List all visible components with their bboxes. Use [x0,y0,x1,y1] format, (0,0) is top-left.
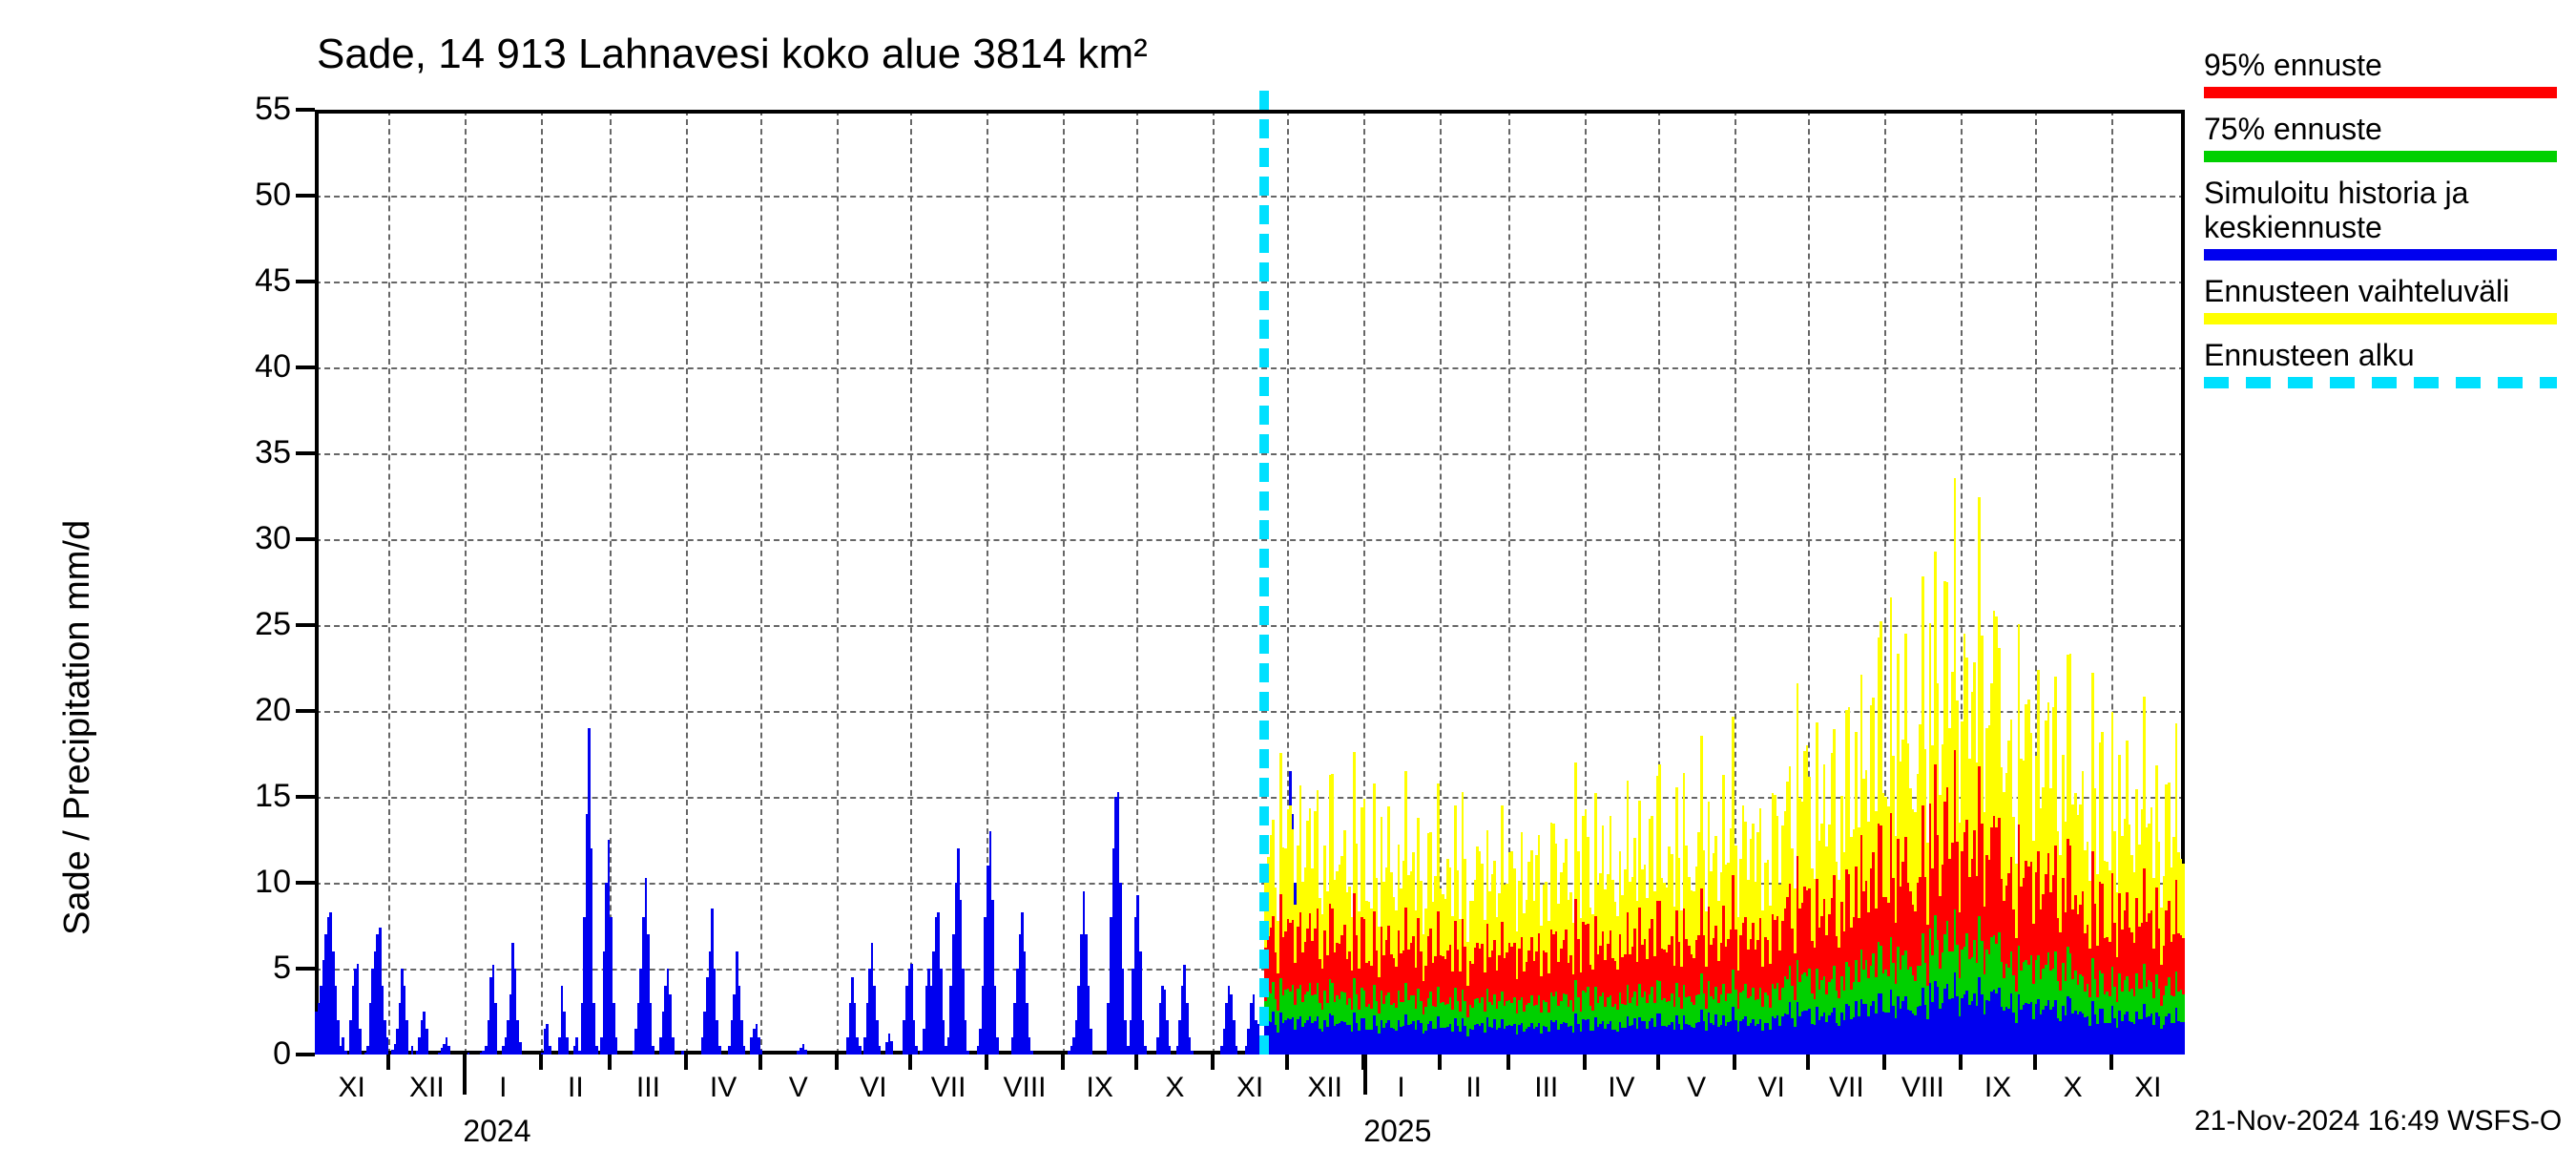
legend-swatch [2204,87,2557,98]
bar-column [743,110,746,1055]
bar-column [804,110,807,1055]
x-tick-label: II [1445,1072,1503,1104]
x-tick-label: IV [1592,1072,1650,1104]
x-tick-label: XII [398,1072,455,1104]
x-tick-label: IX [1969,1072,2026,1104]
chart-title: Sade, 14 913 Lahnavesi koko alue 3814 km… [317,31,1148,78]
bar-column [966,110,969,1055]
bar-column [519,110,522,1055]
bar-column [879,110,882,1055]
legend-entry: Ennusteen vaihteluväli [2204,274,2566,324]
year-label: 2024 [463,1114,530,1149]
legend-label: 75% ennuste [2204,112,2566,147]
y-tick-label: 15 [205,778,291,815]
bar-column [405,110,408,1055]
bar-column [1030,110,1033,1055]
bar-column [566,110,569,1055]
y-tick-label: 5 [205,950,291,987]
y-tick-label: 35 [205,434,291,471]
y-tick-label: 50 [205,177,291,214]
x-tick-label: VI [1743,1072,1800,1104]
bar-column [1191,110,1194,1055]
bar-column [2182,110,2185,1055]
forecast-start-line [1259,91,1269,1055]
y-tick-label: 25 [205,606,291,643]
x-tick-label: V [770,1072,827,1104]
bar-column [915,110,918,1055]
y-axis-label: Sade / Precipitation mm/d [57,520,98,935]
y-tick-label: 0 [205,1035,291,1073]
x-tick-label: X [2045,1072,2102,1104]
bar-column [1090,110,1092,1055]
bar-column [859,110,862,1055]
bar-column [595,110,598,1055]
x-tick-label: XI [2119,1072,2176,1104]
x-tick-label: VI [844,1072,902,1104]
legend-entry: 75% ennuste [2204,112,2566,162]
x-tick-label: VII [920,1072,977,1104]
bar-column [760,110,763,1055]
x-tick-label: IX [1071,1072,1129,1104]
bar-column [672,110,675,1055]
bar-column [615,110,618,1055]
bar-column [1144,110,1147,1055]
legend-swatch [2204,313,2557,324]
bar-column [652,110,654,1055]
x-tick-label: XI [1221,1072,1278,1104]
legend-label: 95% ennuste [2204,48,2566,83]
plot-area: 0510152025303540455055XIXIIIIIIIIIVVVIVI… [315,110,2185,1055]
bar-column [344,110,347,1055]
x-tick-label: I [1373,1072,1430,1104]
bar-column [549,110,551,1055]
x-tick-label: VIII [1894,1072,1951,1104]
legend-entry: Ennusteen alku [2204,338,2566,388]
timestamp-footer: 21-Nov-2024 16:49 WSFS-O [2194,1105,2562,1138]
x-tick-label: IV [695,1072,752,1104]
x-tick-label: III [1518,1072,1575,1104]
bar-column [447,110,450,1055]
x-tick-label: XII [1297,1072,1354,1104]
x-tick-label: VIII [996,1072,1053,1104]
bar-column [359,110,362,1055]
bar-column [996,110,999,1055]
legend-label: Ennusteen alku [2204,338,2566,373]
chart-stage: Sade, 14 913 Lahnavesi koko alue 3814 km… [0,0,2576,1145]
y-tick-label: 55 [205,91,291,128]
legend-entry: Simuloitu historia ja keskiennuste [2204,176,2566,261]
bar-column [718,110,721,1055]
legend-entry: 95% ennuste [2204,48,2566,98]
x-tick-label: II [547,1072,604,1104]
legend-swatch [2204,151,2557,162]
bar-column [681,110,684,1055]
bar-column [1236,110,1238,1055]
bar-column [426,110,428,1055]
y-tick-label: 10 [205,864,291,901]
legend-swatch [2204,249,2557,261]
x-tick-label: I [474,1072,531,1104]
bar-column [890,110,893,1055]
legend-swatch [2204,377,2557,388]
y-tick-label: 45 [205,262,291,300]
y-tick-label: 20 [205,692,291,729]
legend-label: Simuloitu historia ja keskiennuste [2204,176,2566,246]
legend-label: Ennusteen vaihteluväli [2204,274,2566,309]
y-tick-label: 30 [205,520,291,557]
bar-column [386,110,389,1055]
x-tick-label: XI [323,1072,381,1104]
bar-column [411,110,414,1055]
x-tick-label: V [1668,1072,1725,1104]
year-label: 2025 [1363,1114,1431,1149]
x-tick-label: VII [1818,1072,1875,1104]
legend: 95% ennuste 75% ennuste Simuloitu historia… [2204,48,2566,402]
x-tick-label: X [1146,1072,1203,1104]
x-tick-label: III [619,1072,676,1104]
bar-column [467,110,470,1055]
bar-column [494,110,497,1055]
bar-column [1169,110,1172,1055]
y-tick-label: 40 [205,348,291,386]
